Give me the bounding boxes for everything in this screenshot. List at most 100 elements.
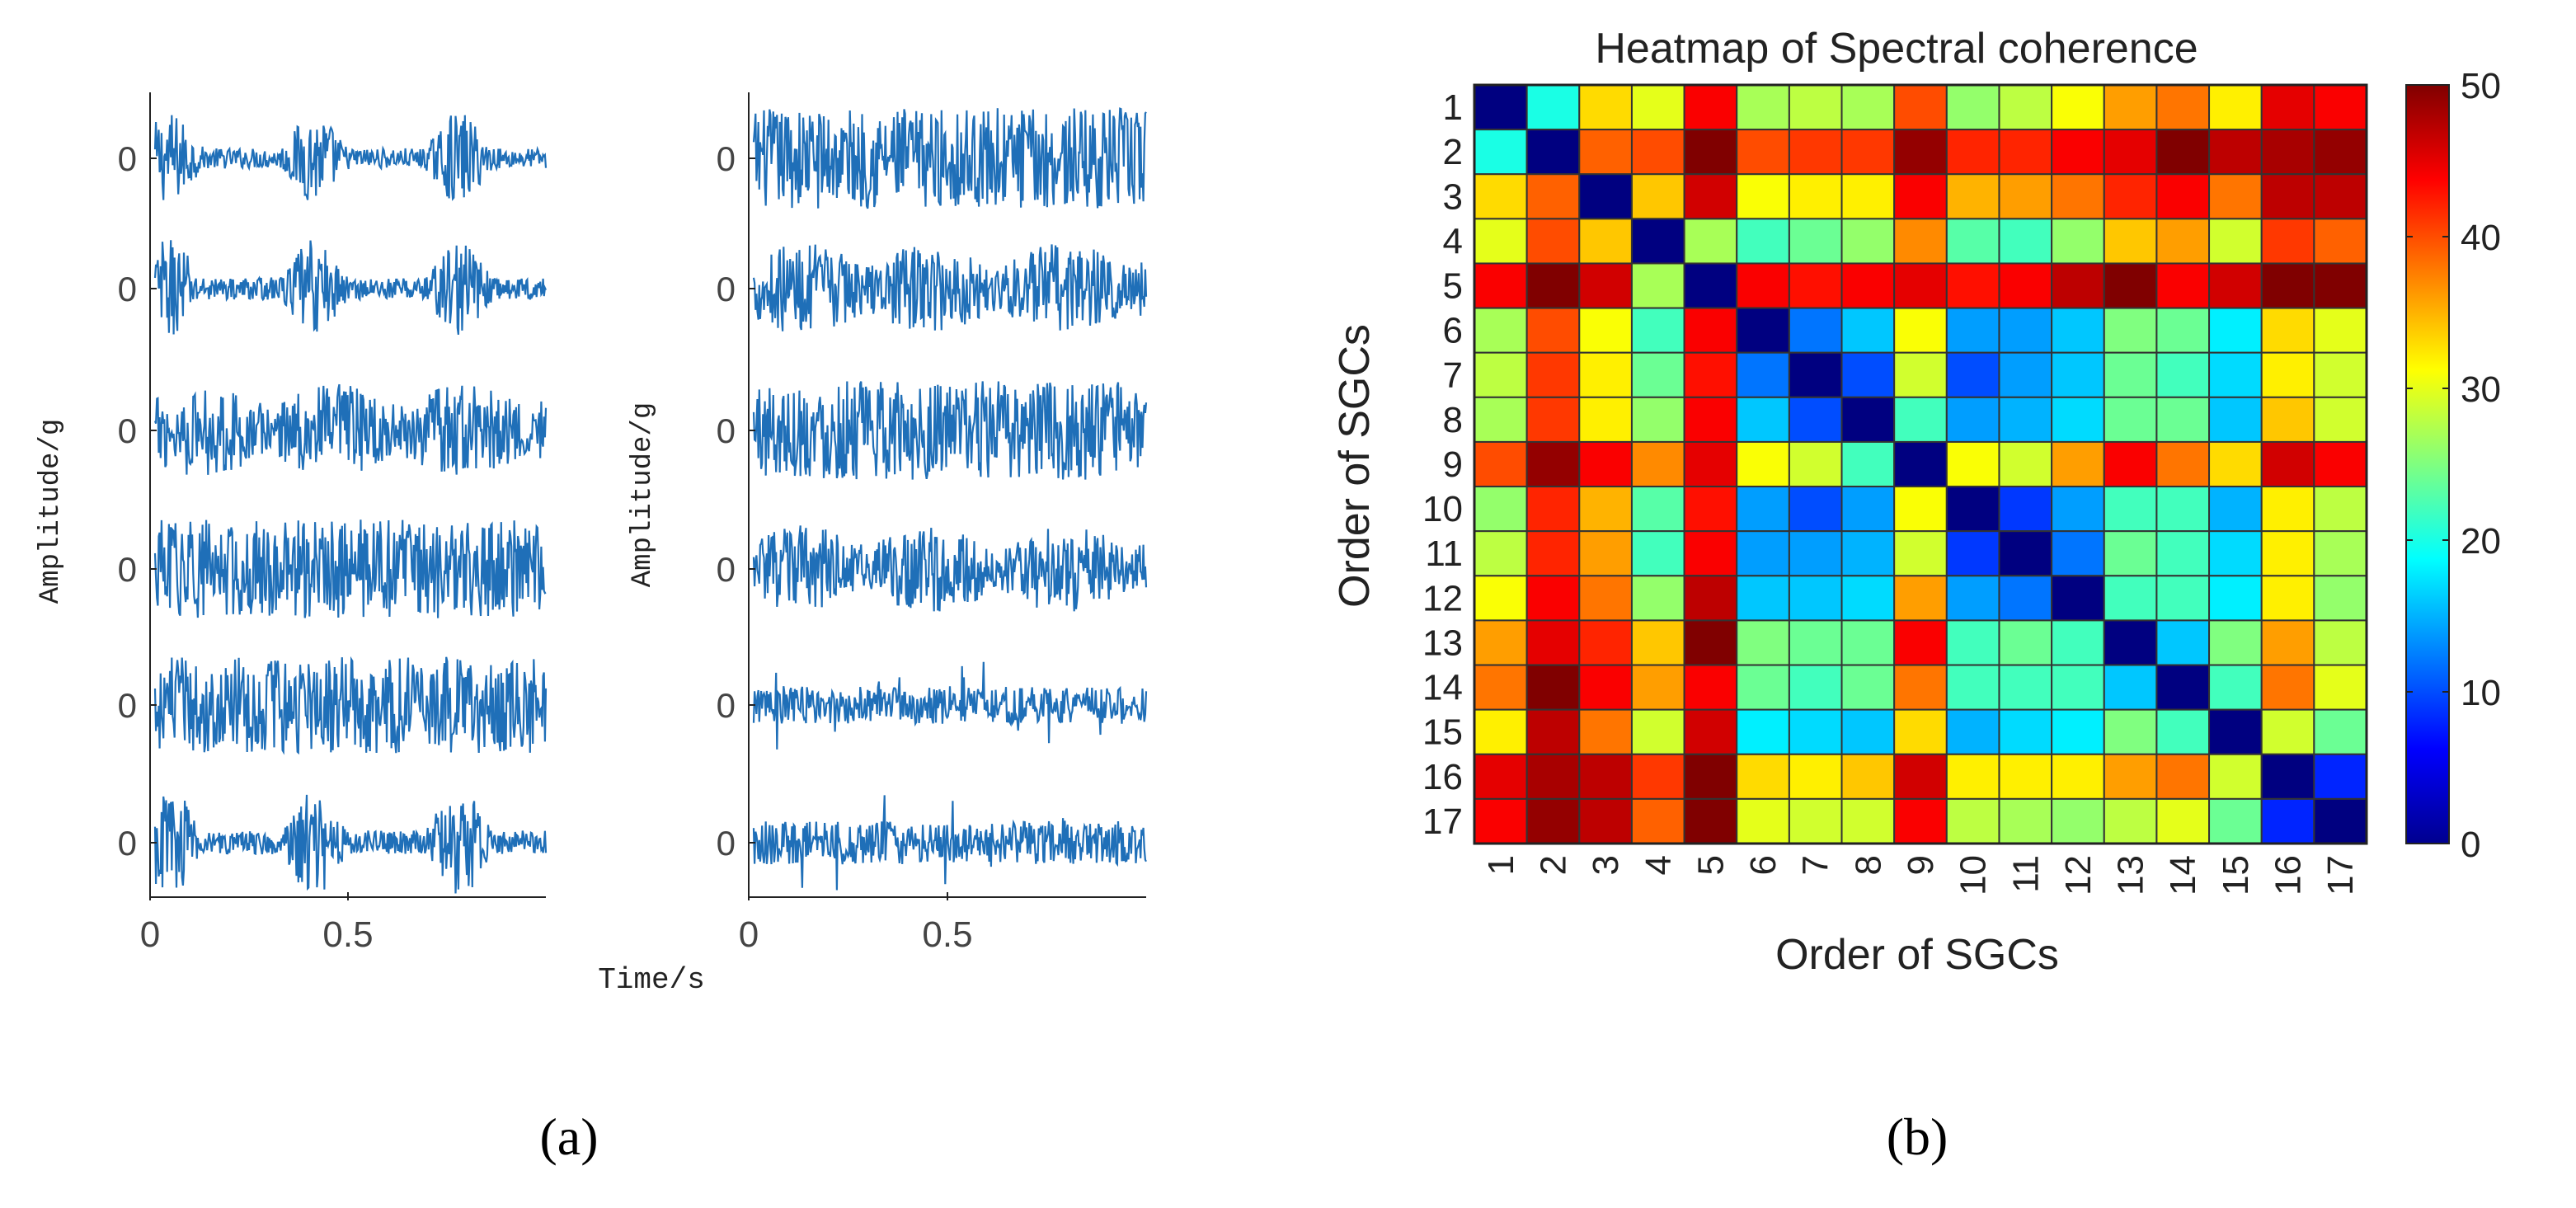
heatmap-cell bbox=[2260, 797, 2315, 844]
heatmap-x-tick-label: 7 bbox=[1796, 855, 1836, 875]
waveform-left-3 bbox=[153, 383, 548, 475]
heatmap-y-axis-label: Order of SGCs bbox=[1331, 324, 1379, 608]
heatmap-cell bbox=[1474, 486, 1528, 533]
heatmap-cell bbox=[1525, 797, 1581, 844]
heatmap-cell bbox=[1893, 84, 1948, 131]
heatmap-cell bbox=[1945, 307, 2000, 354]
heatmap-cell bbox=[1474, 753, 1528, 800]
heatmap-cell bbox=[1630, 619, 1685, 666]
y-tick-label: 0 bbox=[717, 411, 736, 450]
heatmap-cell bbox=[1474, 664, 1528, 711]
heatmap-cell bbox=[1893, 218, 1948, 265]
waveform-right-3 bbox=[752, 381, 1148, 480]
heatmap-cell bbox=[2051, 753, 2105, 800]
heatmap-cell bbox=[1998, 486, 2053, 533]
heatmap-cell bbox=[1840, 351, 1896, 398]
heatmap-cell bbox=[1945, 664, 2000, 711]
heatmap-cell bbox=[1788, 351, 1843, 398]
heatmap-cell bbox=[1630, 797, 1685, 844]
heatmap-cell bbox=[1945, 84, 2000, 131]
waveform-left-5 bbox=[153, 656, 548, 755]
heatmap-cell bbox=[1945, 797, 2000, 844]
heatmap-cell bbox=[1840, 664, 1896, 711]
heatmap-cell bbox=[2208, 173, 2263, 220]
heatmap-cell bbox=[1630, 262, 1685, 309]
heatmap-cell bbox=[2103, 486, 2158, 533]
heatmap-cell bbox=[2155, 173, 2211, 220]
heatmap-cell bbox=[2260, 84, 2315, 131]
heatmap-cell bbox=[1945, 129, 2000, 176]
heatmap-y-tick-label: 11 bbox=[1425, 533, 1463, 574]
heatmap-cell bbox=[2260, 664, 2315, 711]
heatmap-x-tick-label: 9 bbox=[1901, 855, 1941, 875]
heatmap-cell bbox=[2208, 351, 2263, 398]
heatmap-cell bbox=[2155, 84, 2211, 131]
heatmap-x-tick-label: 13 bbox=[2111, 855, 2151, 895]
heatmap-cell bbox=[2051, 173, 2105, 220]
heatmap-cells bbox=[1473, 83, 2368, 845]
waveform-right-6 bbox=[752, 795, 1147, 891]
heatmap-x-tick-label: 15 bbox=[2216, 855, 2256, 895]
y-tick-label: 0 bbox=[118, 824, 137, 863]
heatmap-cell bbox=[1788, 129, 1843, 176]
heatmap-cell bbox=[1525, 530, 1581, 577]
heatmap-cell bbox=[1998, 262, 2053, 309]
heatmap-cell bbox=[2260, 440, 2315, 488]
heatmap-cell bbox=[1578, 797, 1633, 844]
heatmap-cell bbox=[1683, 129, 1738, 176]
heatmap-cell bbox=[1893, 753, 1948, 800]
heatmap-cell bbox=[1893, 575, 1948, 622]
heatmap-cell bbox=[1525, 396, 1581, 443]
heatmap-cell bbox=[1578, 664, 1633, 711]
heatmap-cell bbox=[2051, 530, 2105, 577]
heatmap-cell bbox=[1945, 440, 2000, 488]
heatmap-y-tick-label: 2 bbox=[1443, 132, 1463, 172]
heatmap-cell bbox=[1630, 530, 1685, 577]
heatmap-cell bbox=[1788, 440, 1843, 488]
heatmap-cell bbox=[1788, 84, 1843, 131]
heatmap-cell bbox=[1736, 84, 1790, 131]
heatmap-cell bbox=[2313, 351, 2368, 398]
heatmap-cell bbox=[1474, 797, 1528, 844]
heatmap-x-tick-label: 11 bbox=[2005, 855, 2046, 893]
heatmap-cell bbox=[2155, 307, 2211, 354]
heatmap-cell bbox=[2103, 664, 2158, 711]
heatmap-cell bbox=[1893, 708, 1948, 755]
heatmap-cell bbox=[1736, 351, 1790, 398]
heatmap-cell bbox=[1998, 396, 2053, 443]
heatmap-cell bbox=[1578, 486, 1633, 533]
heatmap-cell bbox=[1893, 486, 1948, 533]
heatmap-cell bbox=[1683, 218, 1738, 265]
heatmap-cell bbox=[2313, 753, 2368, 800]
heatmap-cell bbox=[2313, 619, 2368, 666]
heatmap-cell bbox=[1525, 218, 1581, 265]
x-axis-label: Time/s bbox=[598, 963, 705, 997]
heatmap-cell bbox=[1578, 396, 1633, 443]
heatmap-cell bbox=[1840, 619, 1896, 666]
heatmap-cell bbox=[1893, 396, 1948, 443]
heatmap-cell bbox=[1945, 530, 2000, 577]
heatmap-cell bbox=[1474, 173, 1528, 220]
heatmap-cell bbox=[1525, 708, 1581, 755]
heatmap-cell bbox=[1683, 440, 1738, 488]
heatmap-cell bbox=[1998, 797, 2053, 844]
heatmap-cell bbox=[1736, 173, 1790, 220]
colorbar bbox=[2405, 84, 2450, 844]
heatmap-cell bbox=[2208, 797, 2263, 844]
waveform-left-1 bbox=[153, 115, 548, 201]
heatmap-cell bbox=[1945, 486, 2000, 533]
heatmap-cell bbox=[1683, 173, 1738, 220]
heatmap-cell bbox=[1788, 753, 1843, 800]
heatmap-cell bbox=[1893, 440, 1948, 488]
heatmap-cell bbox=[2155, 396, 2211, 443]
heatmap-cell bbox=[1578, 575, 1633, 622]
x-tick-label: 0.5 bbox=[322, 914, 373, 955]
heatmap-cell bbox=[2313, 262, 2368, 309]
heatmap-cell bbox=[1893, 619, 1948, 666]
colorbar-tick-label: 50 bbox=[2461, 66, 2501, 106]
heatmap-cell bbox=[1998, 619, 2053, 666]
heatmap-y-tick-label: 13 bbox=[1422, 623, 1463, 663]
heatmap-cell bbox=[2051, 708, 2105, 755]
heatmap-cell bbox=[1788, 486, 1843, 533]
panel-label-a: (a) bbox=[539, 1107, 598, 1166]
